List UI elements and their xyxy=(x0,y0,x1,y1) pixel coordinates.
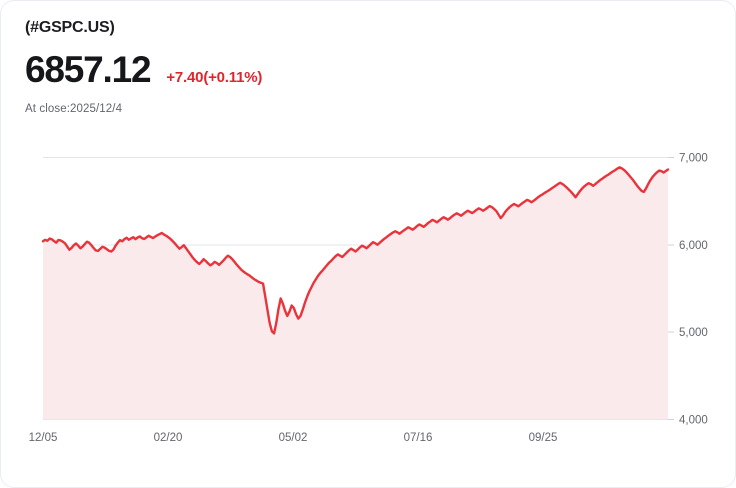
last-price: 6857.12 xyxy=(25,49,152,90)
x-axis-label: 07/16 xyxy=(404,432,433,444)
x-axis-label: 02/20 xyxy=(154,432,183,444)
x-axis-label: 09/25 xyxy=(529,432,558,444)
price-chart[interactable]: 7,000 6,000 5,000 4,000 12/05 02/20 05/02 07/1… xyxy=(1,141,736,451)
y-axis-label: 4,000 xyxy=(679,415,708,427)
y-axis-label: 7,000 xyxy=(679,153,708,165)
y-axis-label: 5,000 xyxy=(679,327,708,339)
x-axis-label: 05/02 xyxy=(279,432,308,444)
price-change: +7.40(+0.11%) xyxy=(166,69,263,86)
x-axis-labels: 12/05 02/20 05/02 07/16 09/25 xyxy=(29,432,558,444)
price-line xyxy=(41,166,670,335)
y-axis-label: 6,000 xyxy=(679,240,708,252)
quote-header: (#GSPC.US) 6857.12 +7.40(+0.11%) At clos… xyxy=(25,17,711,115)
price-row: 6857.12 +7.40(+0.11%) xyxy=(25,49,711,91)
session-status: At close:2025/12/4 xyxy=(25,103,123,115)
y-axis-labels: 7,000 6,000 5,000 4,000 xyxy=(679,153,708,427)
page-title: (#GSPC.US) xyxy=(25,19,115,36)
price-chart-svg[interactable]: 7,000 6,000 5,000 4,000 12/05 02/20 05/02 07/1… xyxy=(1,141,736,451)
price-area-fill xyxy=(43,167,668,419)
x-axis-label: 12/05 xyxy=(29,432,58,444)
